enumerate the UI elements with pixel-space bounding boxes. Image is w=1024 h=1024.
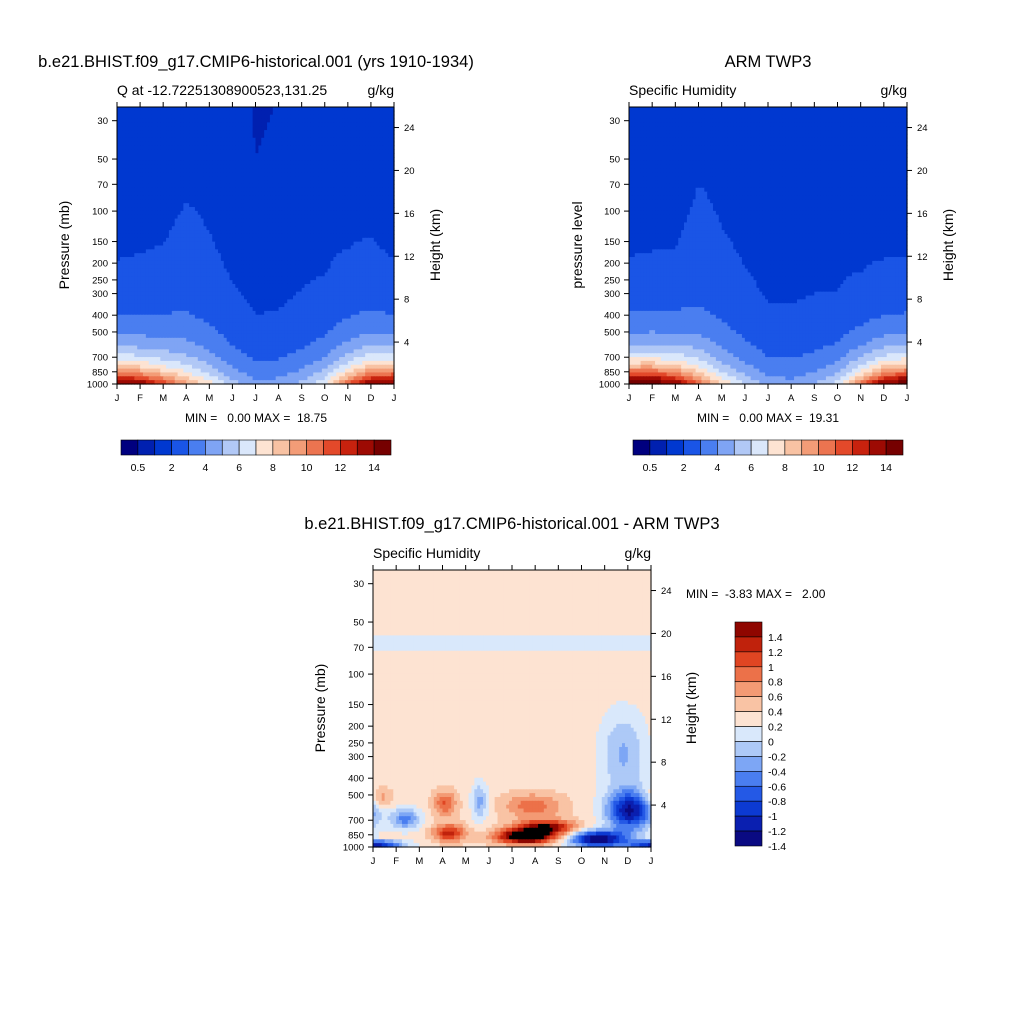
panel1-title: b.e21.BHIST.f09_g17.CMIP6-historical.001… <box>38 53 474 71</box>
panel1-plot: J F M A M J J A S O N D J305070100150200250300400500… <box>87 102 415 404</box>
panel1-left-label: Q at -12.72251308900523,131.25 <box>117 82 327 98</box>
panel1-unit-label: g/kg <box>368 82 394 98</box>
